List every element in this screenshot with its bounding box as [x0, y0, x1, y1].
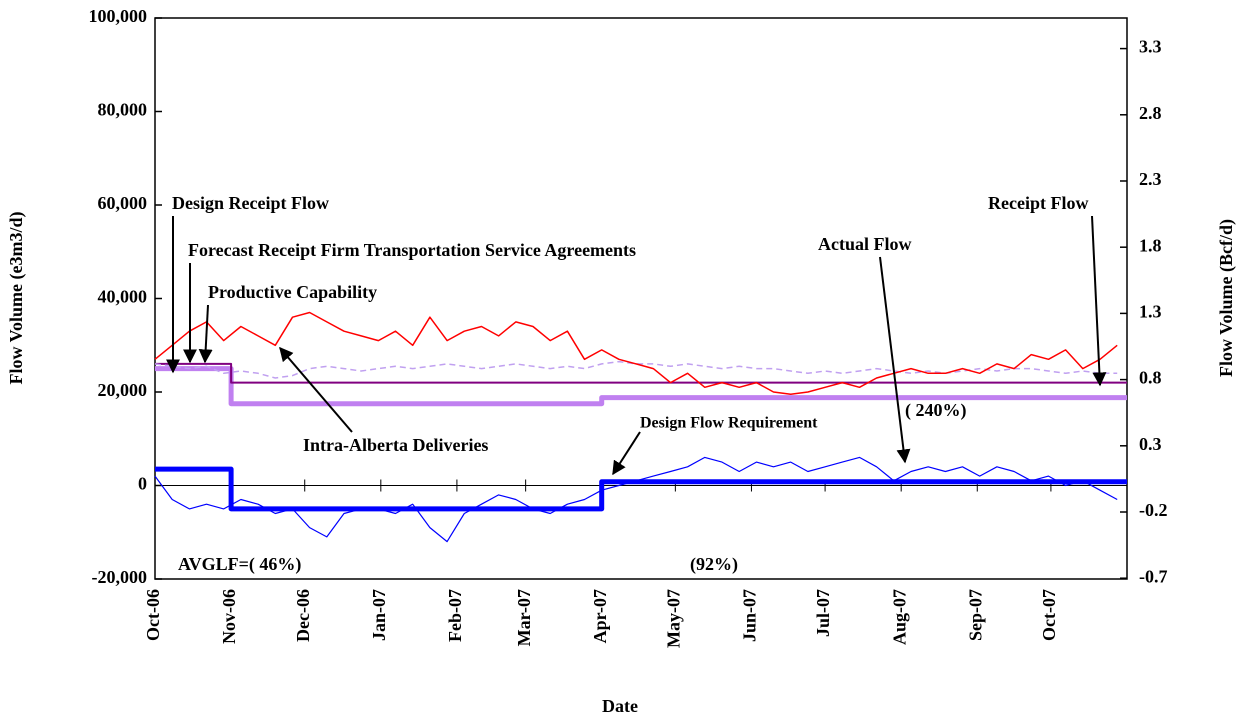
x-tick-label: Feb-07 — [445, 589, 465, 642]
y-tick-label: 80,000 — [98, 100, 148, 120]
y2-tick-label: 2.3 — [1139, 169, 1162, 189]
y2-tick-label: 1.3 — [1139, 302, 1162, 322]
annotation: Forecast Receipt Firm Transportation Ser… — [188, 240, 636, 260]
y-tick-label: 0 — [138, 474, 147, 494]
y2-tick-label: 2.8 — [1139, 103, 1162, 123]
x-tick-label: May-07 — [663, 589, 683, 648]
series-line — [155, 466, 1127, 512]
x-tick-label: Dec-06 — [293, 589, 313, 642]
series-line — [154, 456, 1118, 543]
annotation: Design Flow Requirement — [640, 415, 818, 432]
series-line — [155, 362, 1127, 384]
annotation: ( 240%) — [905, 400, 967, 421]
annotation-arrow — [198, 304, 213, 364]
y-tick-label: 60,000 — [98, 193, 148, 213]
y-tick-label: 100,000 — [89, 6, 148, 26]
x-tick-label: Aug-07 — [889, 589, 909, 645]
x-tick-label: Jul-07 — [813, 589, 833, 637]
series-line — [154, 360, 1118, 379]
y2-axis-title: Flow Volume (Bcf/d) — [1216, 219, 1237, 377]
annotation: Actual Flow — [818, 234, 912, 254]
annotation: Receipt Flow — [988, 193, 1088, 213]
x-tick-label: Sep-07 — [965, 589, 985, 641]
x-tick-label: Oct-06 — [143, 589, 163, 641]
annotation-arrow — [279, 346, 353, 433]
annotation-arrow — [1091, 215, 1107, 387]
y2-tick-label: 0.3 — [1139, 434, 1162, 454]
annotation: Design Receipt Flow — [172, 193, 329, 213]
x-tick-label: Jan-07 — [369, 589, 389, 641]
y2-tick-label: 0.8 — [1139, 368, 1162, 388]
y2-tick-label: 1.8 — [1139, 235, 1162, 255]
x-tick-label: Mar-07 — [514, 589, 534, 646]
annotation-arrow — [879, 256, 911, 464]
annotation: Productive Capability — [208, 282, 377, 302]
series-line — [154, 311, 1118, 396]
x-tick-label: Oct-07 — [1039, 589, 1059, 641]
annotation-arrow — [612, 431, 641, 476]
annotation: Intra-Alberta Deliveries — [303, 435, 488, 455]
annotation: (92%) — [690, 554, 738, 575]
y-axis-title: Flow Volume (e3m3/d) — [6, 211, 27, 384]
annotation: AVGLF=( 46%) — [178, 554, 301, 575]
x-tick-label: Apr-07 — [590, 589, 610, 643]
y-tick-label: 40,000 — [98, 287, 148, 307]
x-tick-label: Nov-06 — [219, 589, 239, 644]
series-line — [155, 366, 1127, 407]
x-tick-label: Jun-07 — [740, 589, 760, 642]
y2-tick-label: 3.3 — [1139, 37, 1162, 57]
y2-tick-label: -0.7 — [1139, 566, 1168, 586]
y-tick-label: -20,000 — [92, 567, 148, 587]
y2-tick-label: -0.2 — [1139, 500, 1168, 520]
x-axis-title: Date — [602, 696, 638, 716]
y-tick-label: 20,000 — [98, 380, 148, 400]
